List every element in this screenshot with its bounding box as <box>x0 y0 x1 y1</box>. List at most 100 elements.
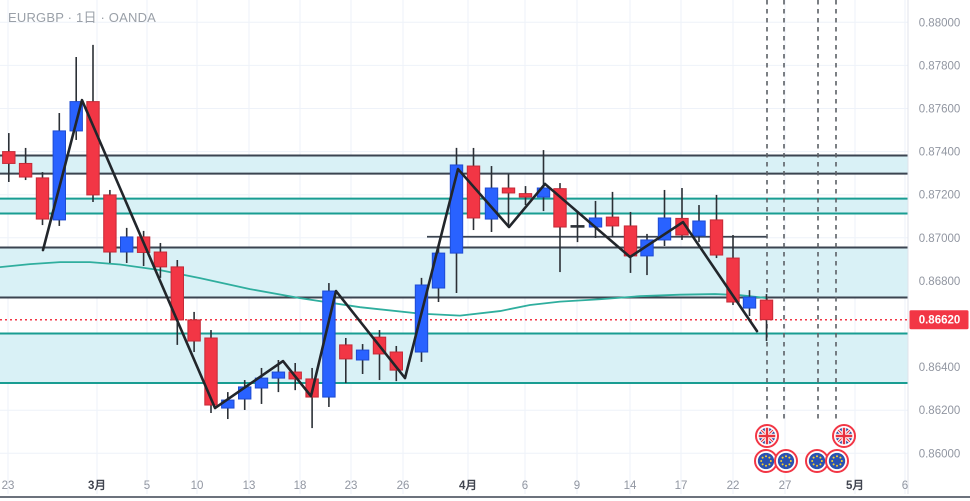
uk-flag-icon[interactable] <box>755 424 779 448</box>
price-axis-label: 0.88000 <box>919 17 961 29</box>
candle[interactable] <box>623 211 638 273</box>
candle-body <box>605 216 620 227</box>
candle[interactable] <box>2 133 16 182</box>
price-axis-label: 0.87400 <box>919 147 961 159</box>
candle-body <box>18 162 33 178</box>
flag-face <box>777 452 795 470</box>
candle-body <box>355 349 370 361</box>
candle-body <box>204 337 218 406</box>
candle-body <box>103 194 117 253</box>
symbol-title: EURGBP · 1日 · OANDA <box>8 7 156 26</box>
candle-body <box>153 251 168 268</box>
candle-body <box>120 236 134 253</box>
current-price-tag-text: 0.86620 <box>919 315 961 327</box>
candle-body <box>339 344 353 360</box>
candle[interactable] <box>355 344 370 374</box>
candle[interactable] <box>86 44 100 203</box>
candle-body <box>2 151 16 164</box>
price-axis[interactable]: 0.88000 0.87800 0.87600 0.87400 0.87200 0.870… <box>919 17 961 460</box>
candle[interactable] <box>254 367 269 404</box>
candle[interactable] <box>466 147 481 231</box>
candle-body <box>271 371 286 379</box>
time-axis-label: 14 <box>624 480 637 492</box>
candle[interactable] <box>518 186 533 206</box>
flag-face <box>808 452 826 470</box>
candle[interactable] <box>204 330 218 414</box>
candle-body <box>759 299 774 321</box>
price-axis-label: 0.86000 <box>919 448 961 460</box>
candle[interactable] <box>640 233 654 276</box>
time-axis-label: 10 <box>191 480 204 492</box>
time-axis-label: 5月 <box>846 479 864 492</box>
eu-flag-icon[interactable] <box>825 449 849 473</box>
candle[interactable] <box>501 174 516 228</box>
flag-face <box>758 427 776 445</box>
candle[interactable] <box>605 191 620 237</box>
candle[interactable] <box>103 189 117 264</box>
candle[interactable] <box>120 227 134 264</box>
eu-flag-icon[interactable] <box>774 449 798 473</box>
candle-body <box>501 187 516 194</box>
time-axis-label: 23 <box>2 480 15 492</box>
candle[interactable] <box>18 147 33 181</box>
candle[interactable] <box>692 205 706 243</box>
candle[interactable] <box>339 338 353 384</box>
price-axis-label: 0.86800 <box>919 276 961 288</box>
candle-body <box>35 177 50 220</box>
time-axis-label: 9 <box>574 480 580 492</box>
candle-body <box>709 219 724 256</box>
time-axis-label: 6 <box>522 480 528 492</box>
time-axis-label: 6 <box>902 480 908 492</box>
candle[interactable] <box>414 277 429 362</box>
candle-body <box>518 193 533 198</box>
zone-area[interactable] <box>0 247 908 298</box>
candle[interactable] <box>709 194 724 259</box>
candle[interactable] <box>759 294 774 342</box>
time-axis-label: 13 <box>243 480 256 492</box>
candle-body <box>254 377 269 389</box>
flag-face <box>757 452 775 470</box>
time-axis-label: 3月 <box>88 479 106 492</box>
candle-body <box>742 296 757 309</box>
current-price-tag-bg <box>909 310 969 330</box>
candle-body <box>692 220 706 237</box>
uk-flag-icon[interactable] <box>832 424 856 448</box>
time-axis-label: 23 <box>345 480 358 492</box>
flag-face <box>828 452 846 470</box>
candle[interactable] <box>484 166 499 232</box>
candle-body <box>86 101 100 196</box>
eu-flag-icon[interactable] <box>805 449 829 473</box>
price-axis-label: 0.87800 <box>919 60 961 72</box>
zone-area[interactable] <box>0 333 908 384</box>
zigzag-line[interactable] <box>41 98 759 410</box>
symbol-title-text: EURGBP · 1日 · OANDA <box>8 10 157 25</box>
candle-body <box>187 319 201 342</box>
time-axis-label: 26 <box>397 480 410 492</box>
current-price-tag: 0.86620 <box>909 310 969 330</box>
candle[interactable] <box>170 259 185 345</box>
time-axis-label: 5 <box>144 480 150 492</box>
candle[interactable] <box>570 211 585 243</box>
time-axis-label: 4月 <box>459 479 477 492</box>
candle[interactable] <box>153 242 168 278</box>
eu-flag-icon[interactable] <box>754 449 778 473</box>
candle[interactable] <box>187 311 201 353</box>
candle[interactable] <box>657 189 672 246</box>
candle-body <box>623 225 638 257</box>
price-axis-label: 0.86200 <box>919 405 961 417</box>
candle[interactable] <box>742 290 757 317</box>
flag-face <box>835 427 853 445</box>
price-axis-label: 0.86400 <box>919 362 961 374</box>
price-axis-label: 0.87600 <box>919 104 961 116</box>
time-axis-label: 17 <box>675 480 688 492</box>
price-axis-label: 0.87200 <box>919 190 961 202</box>
candle[interactable] <box>322 283 336 407</box>
candle[interactable] <box>35 172 50 226</box>
time-axis-label: 18 <box>294 480 307 492</box>
price-axis-label: 0.87000 <box>919 233 961 245</box>
time-axis-label: 22 <box>727 480 740 492</box>
time-axis-label: 27 <box>779 480 792 492</box>
time-axis[interactable]: 23 3月 5 10 13 18 23 26 4月 6 9 14 17 22 27 5月 6 <box>2 479 909 492</box>
